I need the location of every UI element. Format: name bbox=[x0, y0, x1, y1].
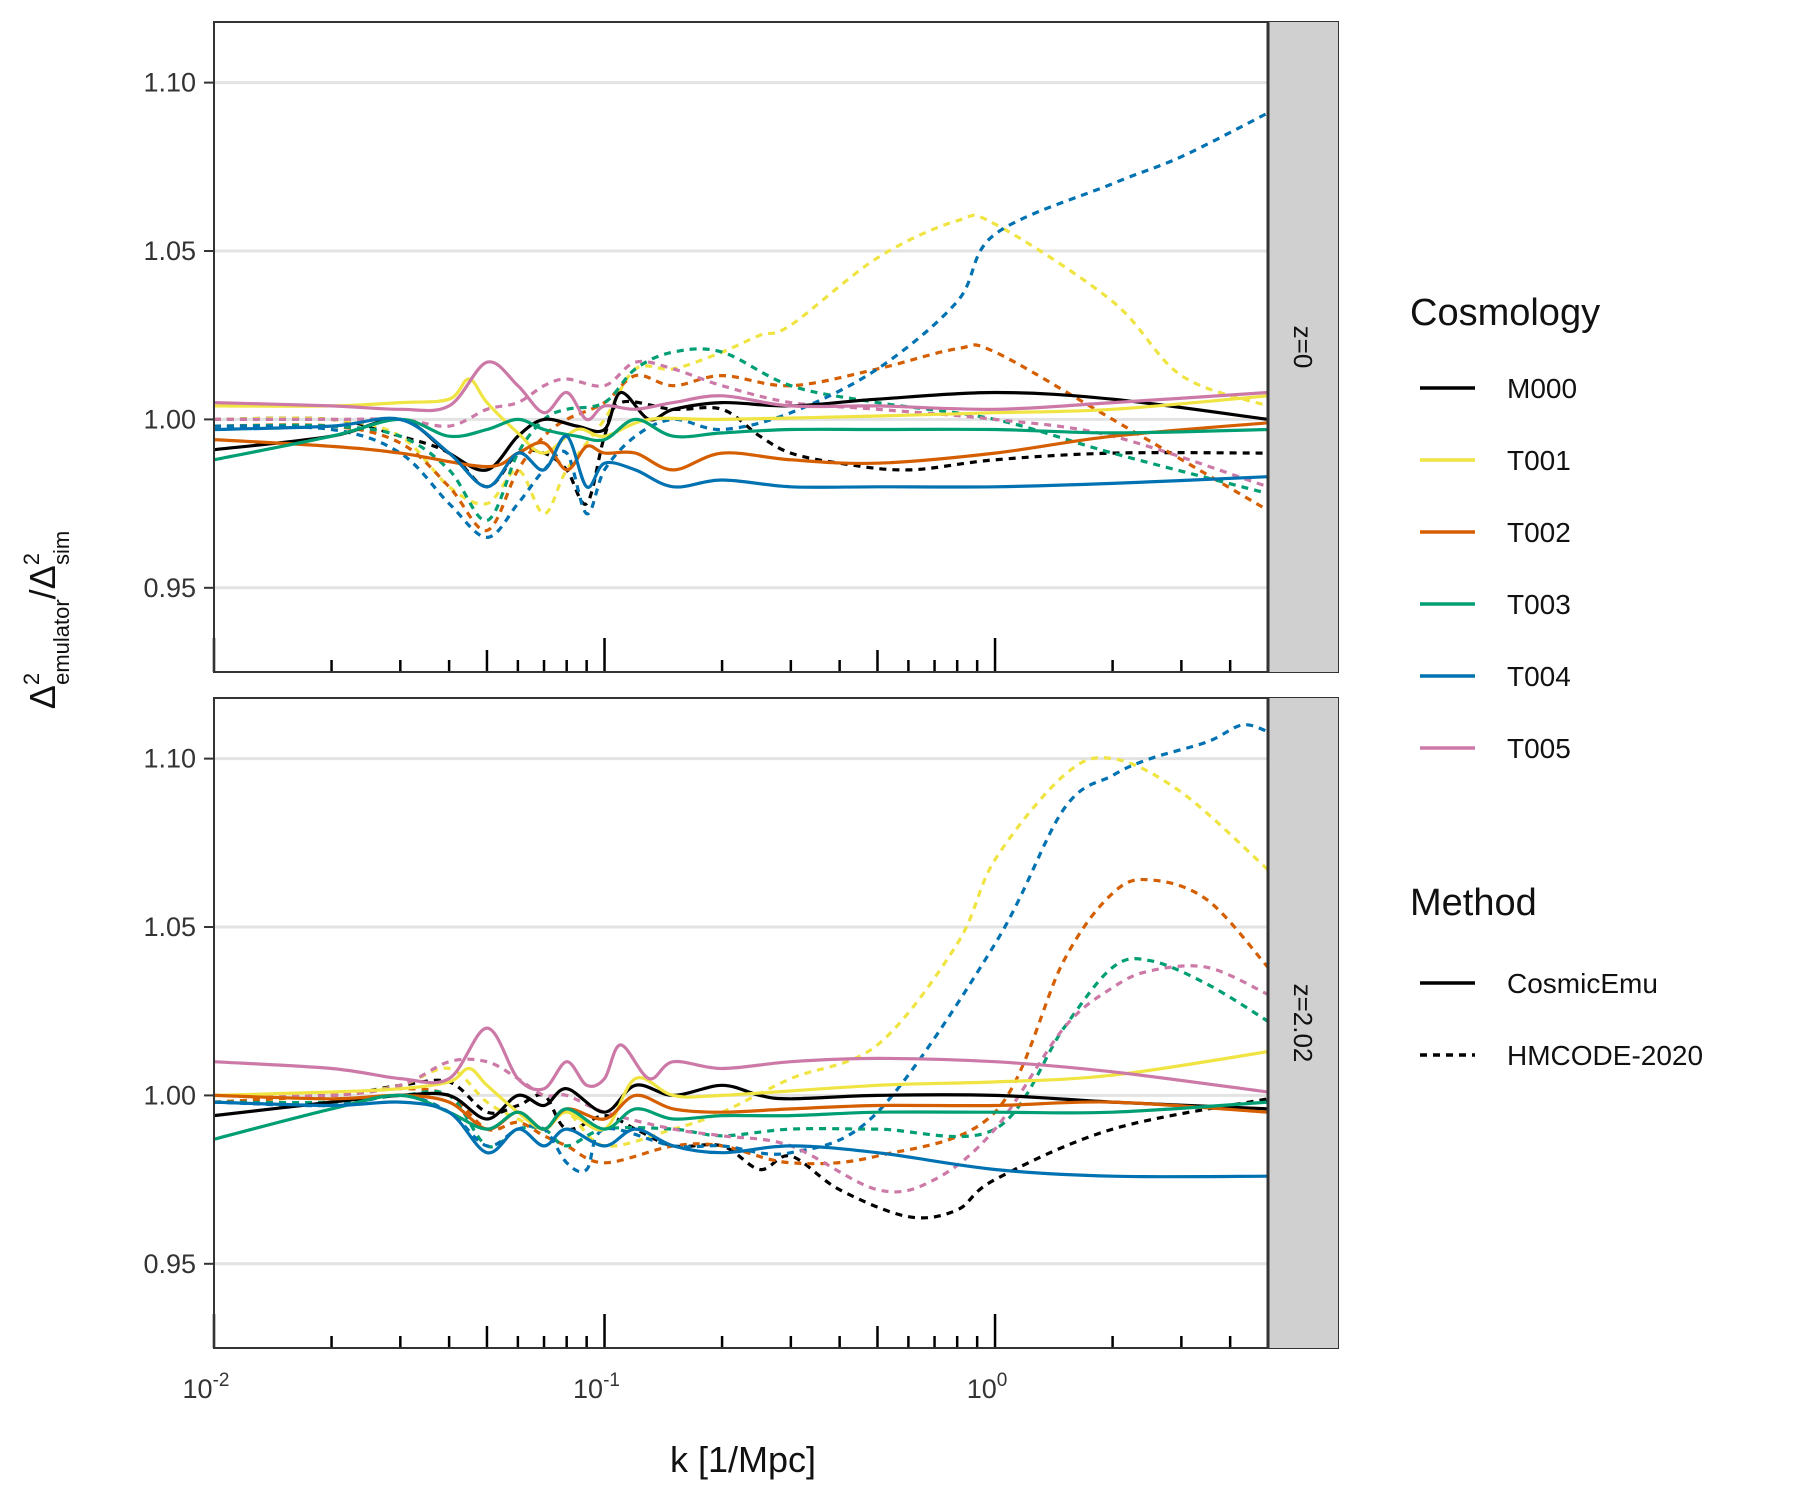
series-line-t005-hmcode bbox=[214, 964, 1268, 1194]
series-line-t001-cosmicemu bbox=[214, 1050, 1268, 1132]
panel-2: 0.95 1.00 1.05 1.10 z=2.02 bbox=[143, 697, 1339, 1349]
y-tick-label: 1.10 bbox=[143, 744, 196, 774]
facet-strip-label: z=0 bbox=[1288, 326, 1318, 369]
legend-method-entries: CosmicEmu HMCODE-2020 bbox=[1420, 968, 1703, 1071]
y-title-symbol-num: Δ bbox=[22, 685, 63, 709]
y-tick-label: 1.00 bbox=[143, 404, 196, 434]
y-title-sub-den: sim bbox=[49, 531, 74, 565]
y-tick-label: 1.00 bbox=[143, 1080, 196, 1110]
legend: Cosmology M000 T001 T002 T003 T004 T005 Metho… bbox=[1410, 292, 1703, 1071]
y-title-sub-num: emulator bbox=[49, 599, 74, 685]
series-line-t003-hmcode bbox=[214, 957, 1268, 1149]
series-line-t002-cosmicemu bbox=[214, 1093, 1268, 1131]
legend-title-cosmology: Cosmology bbox=[1410, 292, 1600, 334]
legend-label-t004: T004 bbox=[1507, 661, 1571, 692]
series-line-t005-cosmicemu bbox=[214, 360, 1268, 422]
panel-1: 0.95 1.00 1.05 1.10 z=0 bbox=[143, 21, 1339, 673]
x-tick-exponent: -2 bbox=[213, 1370, 230, 1391]
panel-border bbox=[213, 21, 1339, 673]
y-tick-label: 1.05 bbox=[143, 912, 196, 942]
y-title-sup-num: 2 bbox=[19, 673, 44, 685]
x-axis-title: k [1/Mpc] bbox=[670, 1439, 816, 1480]
legend-label-t002: T002 bbox=[1507, 517, 1571, 548]
facet-strip bbox=[1268, 22, 1338, 672]
series-line-t003-cosmicemu bbox=[214, 1093, 1268, 1141]
series-line-t002-cosmicemu bbox=[214, 421, 1268, 472]
x-tick-exponent: 0 bbox=[997, 1370, 1008, 1391]
legend-label-hmcode-2020: HMCODE-2020 bbox=[1507, 1040, 1703, 1071]
legend-title-method: Method bbox=[1410, 882, 1537, 924]
series-lines bbox=[214, 723, 1268, 1220]
x-tick-label: 100 bbox=[967, 1370, 1008, 1404]
series-line-t002-hmcode bbox=[214, 877, 1268, 1166]
series-lines bbox=[214, 111, 1268, 539]
series-line-t001-hmcode bbox=[214, 213, 1268, 516]
x-tick-base: 10 bbox=[183, 1374, 213, 1404]
y-title-separator: / bbox=[22, 589, 63, 599]
facet-strip-label: z=2.02 bbox=[1288, 984, 1318, 1063]
y-axis-title: Δ2 emulator/Δ2 sim bbox=[19, 531, 74, 709]
x-tick-label: 10-2 bbox=[183, 1370, 230, 1404]
x-tick-label: 10-1 bbox=[573, 1370, 620, 1404]
legend-label-t001: T001 bbox=[1507, 445, 1571, 476]
y-title-sup-den: 2 bbox=[19, 553, 44, 565]
series-line-m000-cosmicemu bbox=[214, 1083, 1268, 1121]
y-tick-label: 1.10 bbox=[143, 68, 196, 98]
facet-panels: 0.95 1.00 1.05 1.10 z=0 0.95 1.00 1.05 1.10 z=2.0… bbox=[143, 21, 1339, 1404]
legend-label-t003: T003 bbox=[1507, 589, 1571, 620]
series-line-t002-hmcode bbox=[214, 343, 1268, 533]
series-line-t001-cosmicemu bbox=[214, 377, 1268, 455]
series-line-t004-cosmicemu bbox=[214, 1100, 1268, 1179]
series-line-t003-cosmicemu bbox=[214, 417, 1268, 462]
y-axis-title-text: Δ2 emulator/Δ2 sim bbox=[19, 531, 74, 709]
x-tick-base: 10 bbox=[967, 1374, 997, 1404]
series-line-t004-cosmicemu bbox=[214, 416, 1268, 489]
legend-label-m000: M000 bbox=[1507, 373, 1577, 404]
panel-border bbox=[213, 697, 1339, 1349]
x-tick-base: 10 bbox=[573, 1374, 603, 1404]
y-tick-label: 1.05 bbox=[143, 236, 196, 266]
legend-label-t005: T005 bbox=[1507, 733, 1571, 764]
x-tick-exponent: -1 bbox=[603, 1370, 620, 1391]
series-line-t005-cosmicemu bbox=[214, 1026, 1268, 1094]
y-tick-label: 0.95 bbox=[143, 1249, 196, 1279]
series-line-t004-hmcode bbox=[214, 111, 1268, 539]
y-title-symbol-den: Δ bbox=[22, 565, 63, 589]
legend-cosmology-entries: M000 T001 T002 T003 T004 T005 bbox=[1420, 373, 1577, 764]
x-tick-labels: 10-2 10-1 100 bbox=[183, 1370, 1008, 1404]
series-line-t001-hmcode bbox=[214, 756, 1268, 1148]
y-tick-label: 0.95 bbox=[143, 573, 196, 603]
series-line-t005-hmcode bbox=[214, 359, 1268, 489]
legend-label-cosmicemu: CosmicEmu bbox=[1507, 968, 1658, 999]
facet-strip bbox=[1268, 698, 1338, 1348]
